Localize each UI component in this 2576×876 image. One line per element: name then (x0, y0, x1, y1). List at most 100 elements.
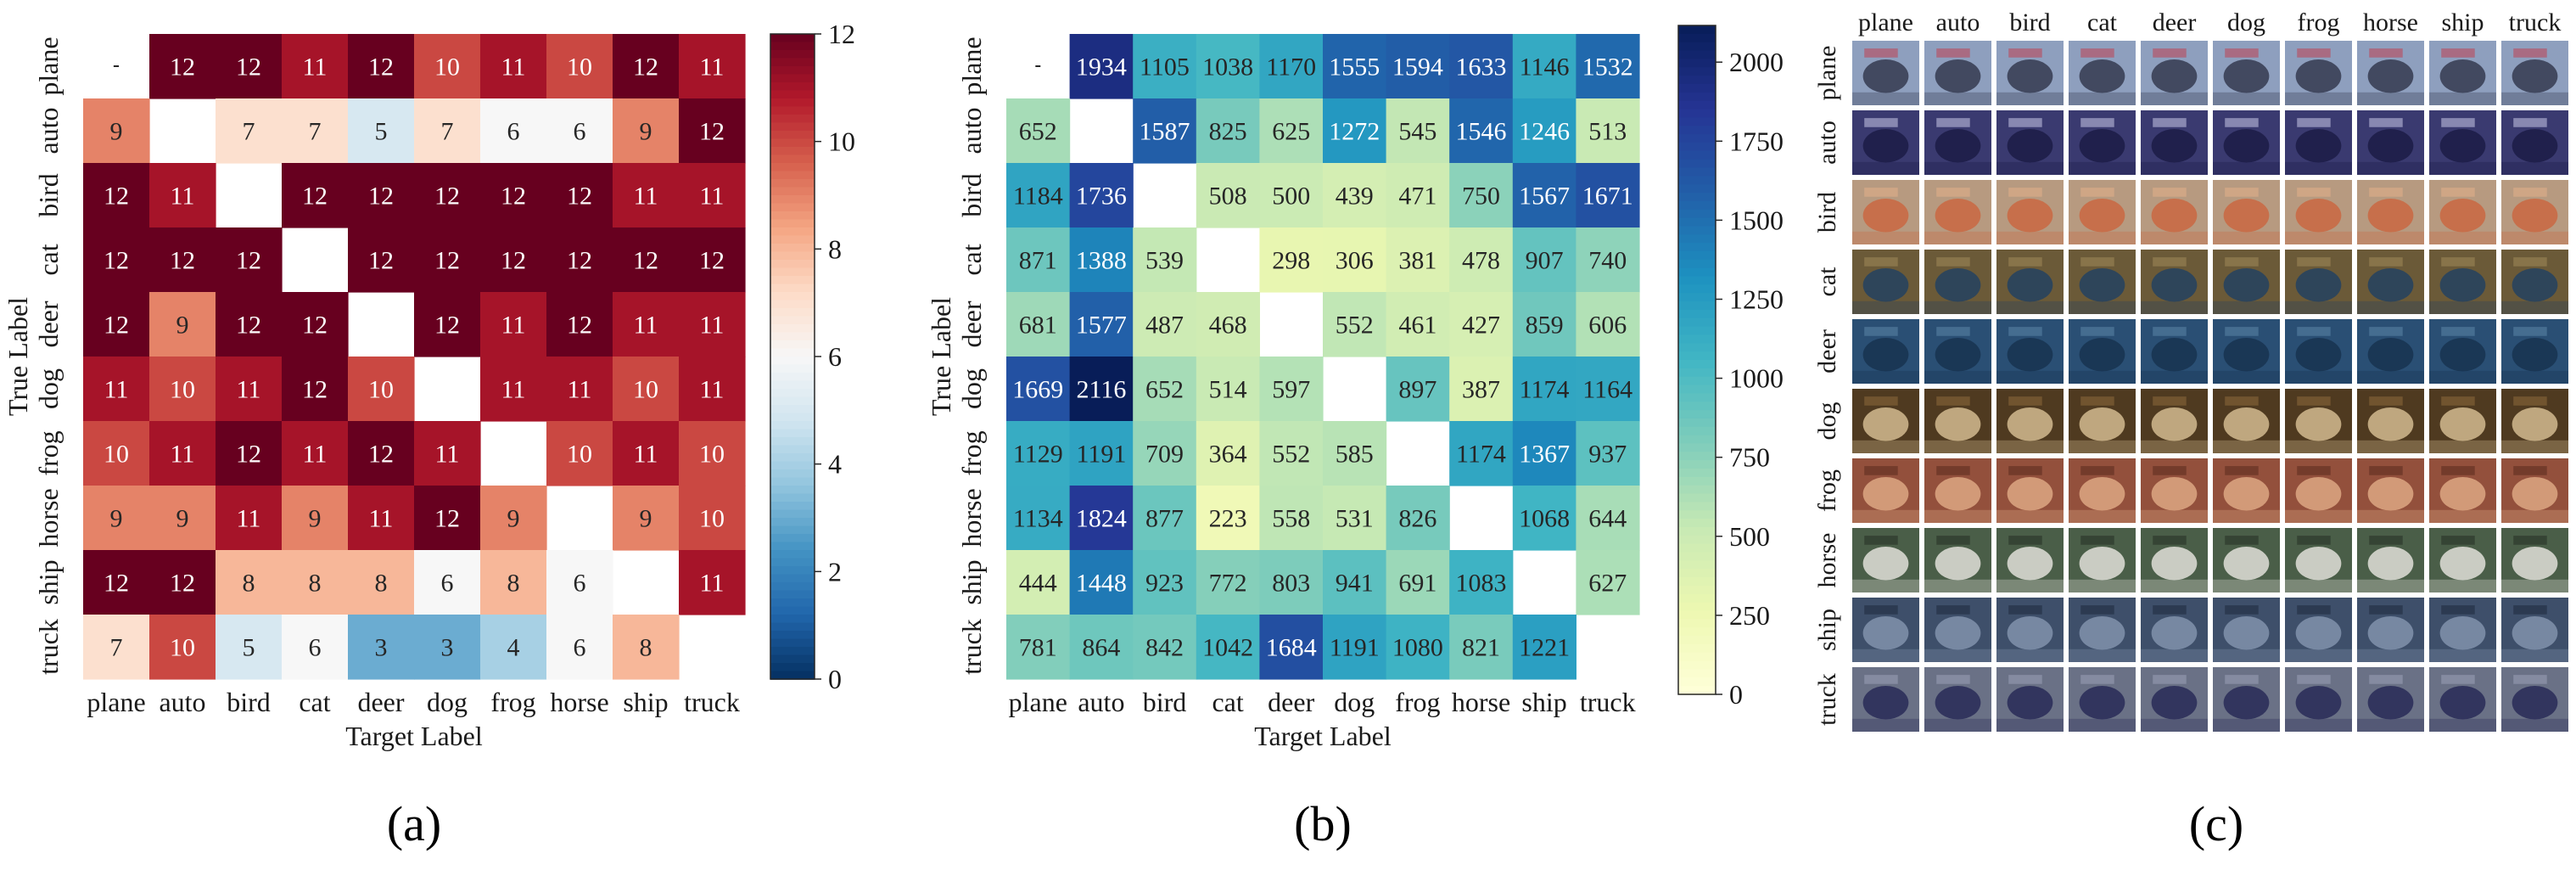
tile-subject (2439, 547, 2486, 581)
tile-subject (2079, 268, 2125, 302)
heatmap-cell-cat-auto (149, 227, 216, 293)
colorbar-segment (770, 615, 815, 624)
tile-subject (1935, 477, 1981, 511)
grid-column-label: deer (2153, 8, 2197, 36)
tile-subject (2079, 59, 2125, 93)
heatmap-cell-deer-truck (679, 292, 746, 357)
tile-highlight (2008, 118, 2042, 127)
image-tile-auto-horse (2357, 110, 2424, 175)
image-tile-truck-ship (2429, 667, 2496, 732)
tile-subject (2367, 477, 2414, 511)
image-tile-frog-deer (2141, 458, 2208, 523)
heatmap-cell-bird-cat (282, 163, 349, 228)
tile-subject (2151, 477, 2198, 511)
tile-highlight (2080, 118, 2114, 127)
heatmap-cell-deer-cat (282, 292, 349, 357)
heatmap-cell-truck-deer (348, 615, 415, 680)
tile-highlight (2441, 675, 2475, 684)
tile-highlight (1936, 48, 1970, 58)
tile-highlight (2080, 257, 2114, 267)
heatmap-cell-truck-frog (480, 615, 547, 680)
tile-subject (2079, 338, 2125, 372)
cell-value-label: 597 (1272, 376, 1310, 404)
tile-highlight (2080, 536, 2114, 545)
tile-ground (2357, 161, 2424, 175)
tile-ground (2069, 579, 2136, 592)
colorbar-segment (770, 396, 815, 406)
colorbar-segment (1678, 510, 1716, 519)
cell-value-label: 439 (1336, 182, 1374, 211)
colorbar-segment (1678, 686, 1716, 695)
heatmap-cell-ship-auto (149, 550, 216, 615)
y-tick-label: horse (33, 488, 64, 547)
cell-value-label: 12 (434, 312, 460, 340)
cell-value-label: 539 (1145, 247, 1184, 275)
colorbar-segment (770, 244, 815, 253)
image-tile-frog-dog (2213, 458, 2280, 523)
cell-value-label: 1532 (1582, 53, 1633, 81)
grid-column-label: dog (2227, 8, 2265, 36)
heatmap-cell-horse-deer (1259, 486, 1324, 551)
image-tile-ship-cat (2069, 598, 2136, 662)
heatmap-cell-ship-cat (1196, 550, 1260, 615)
colorbar-segment (1678, 443, 1716, 453)
tile-highlight (2297, 118, 2331, 127)
cell-value-label: 1221 (1519, 634, 1570, 662)
tile-subject (1935, 129, 1981, 163)
y-tick-label: plane (956, 36, 987, 95)
tile-subject (2439, 268, 2486, 302)
image-tile-frog-ship (2429, 458, 2496, 523)
x-tick-label: ship (1521, 687, 1566, 717)
cell-value-label: 11 (501, 312, 526, 340)
tile-ground (2213, 718, 2280, 732)
colorbar-segment (770, 292, 815, 301)
heatmap-cell-horse-dog (1323, 486, 1387, 551)
cell-value-label: 11 (237, 505, 261, 533)
cell-value-label: 11 (568, 376, 592, 404)
heatmap-cell-ship-truck (1576, 550, 1640, 615)
grid-column-label: frog (2298, 8, 2340, 36)
heatmap-cell-cat-ship (1512, 227, 1576, 293)
heatmap-cell-frog-cat (1196, 421, 1260, 486)
cell-value-label: 12 (170, 53, 195, 81)
cell-value-label: 12 (567, 247, 592, 275)
tile-subject (2439, 199, 2486, 233)
tile-subject (2295, 477, 2342, 511)
tile-subject (1862, 616, 1909, 650)
tile-highlight (2080, 48, 2114, 58)
grid-row-label: bird (1813, 192, 1841, 233)
x-axis-label: Target Label (345, 721, 483, 751)
cell-value-label: 11 (700, 312, 725, 340)
y-axis-label: True Label (3, 297, 33, 416)
heatmap-cell-frog-ship (613, 421, 680, 486)
cell-value-label: 487 (1145, 312, 1184, 340)
image-tile-ship-auto (1924, 598, 1991, 662)
cell-value-label: 11 (634, 182, 658, 211)
x-tick-label: horse (550, 687, 608, 717)
cell-value-label: 7 (110, 634, 123, 662)
heatmap-cell-truck-plane (1006, 615, 1071, 680)
heatmap-cell-ship-auto (1069, 550, 1134, 615)
cell-value-label: 12 (368, 182, 394, 211)
tile-highlight (2369, 327, 2403, 336)
colorbar-segment (1678, 385, 1716, 395)
cell-value-label: 12 (368, 441, 394, 469)
tile-subject (2512, 616, 2558, 650)
colorbar-tick-label: 1750 (1729, 126, 1784, 156)
cell-value-label: 1272 (1329, 118, 1380, 146)
tile-ground (2285, 649, 2352, 662)
tile-subject (2367, 338, 2414, 372)
tile-subject (2512, 338, 2558, 372)
cell-value-label: 12 (633, 247, 658, 275)
heatmap-cell-cat-dog (1323, 227, 1387, 293)
colorbar-segment (1678, 142, 1716, 152)
image-tile-dog-ship (2429, 389, 2496, 453)
tile-ground (2213, 92, 2280, 105)
heatmap-cell-horse-dog (414, 486, 481, 551)
heatmap-cell-plane-ship (613, 34, 680, 99)
cell-value-label: 11 (369, 505, 394, 533)
heatmap-cell-plane-horse (546, 34, 613, 99)
heatmap-cell-cat-plane (83, 227, 150, 293)
tile-ground (2141, 718, 2208, 732)
image-tile-bird-horse (2357, 180, 2424, 244)
